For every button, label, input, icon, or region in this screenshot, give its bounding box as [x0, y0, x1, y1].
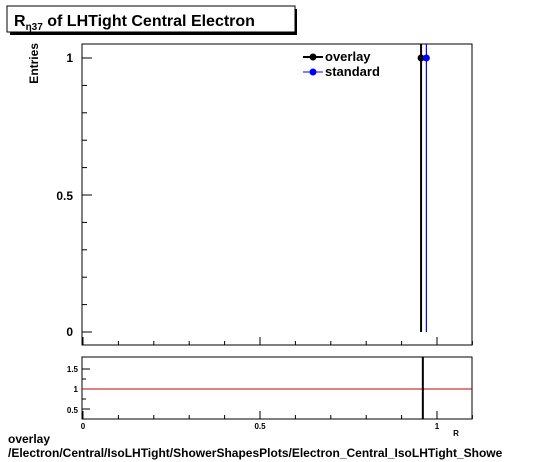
footer-caption: overlay /Electron/Central/IsoLHTight/Sho… [8, 432, 502, 460]
title-subscript: η37 [26, 22, 44, 33]
series-standard-marker [422, 54, 430, 62]
x-tick-label-0: 0 [81, 422, 86, 431]
legend-standard-label: standard [325, 64, 380, 79]
legend: overlay standard [303, 49, 380, 79]
legend-overlay-marker [309, 53, 317, 61]
x-axis-label: R [453, 429, 459, 438]
y-axis-label: Entries [27, 43, 41, 84]
ratio-plot-frame [81, 356, 473, 420]
ratio-tick-label-0-5: 0.5 [67, 406, 79, 415]
main-tick-label-0: 0 [66, 325, 73, 339]
legend-overlay-label: overlay [325, 49, 371, 64]
main-series [417, 44, 430, 332]
ratio-tick-label-1-5: 1.5 [67, 365, 79, 374]
series-overlay-marker [417, 54, 425, 62]
x-tick-label-1: 1 [435, 422, 440, 431]
main-plot-frame [81, 43, 473, 346]
footer-line-2: /Electron/Central/IsoLHTight/ShowerShape… [8, 446, 503, 460]
ratio-x-ticks [82, 411, 473, 419]
title-main: R [14, 13, 26, 30]
main-x-ticks [82, 337, 473, 345]
ratio-series [82, 357, 472, 419]
svg-text:Rη37 of LHTight Central Elect: Rη37 of LHTight Central Electron [14, 13, 255, 33]
title-rest: of LHTight Central Electron [43, 13, 255, 30]
main-tick-label-1: 1 [66, 51, 73, 65]
legend-standard-marker [309, 68, 317, 76]
main-y-ticks [82, 57, 92, 333]
footer-line-1: overlay [8, 432, 51, 446]
main-tick-label-0-5: 0.5 [56, 189, 73, 203]
ratio-tick-label-1: 1 [74, 385, 79, 394]
title-box: Rη37 of LHTight Central Electron [6, 5, 297, 35]
x-tick-label-0-5: 0.5 [254, 422, 266, 431]
